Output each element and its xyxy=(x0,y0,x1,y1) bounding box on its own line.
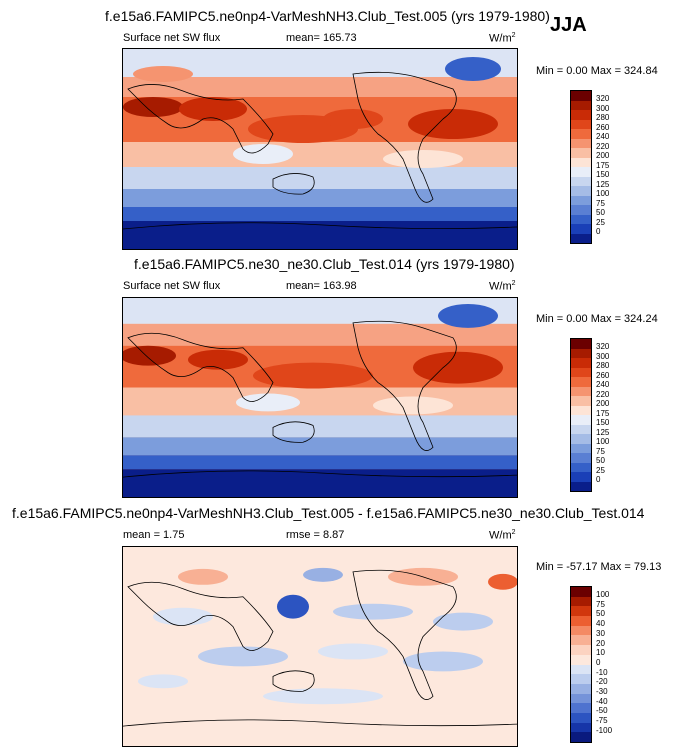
panel-3-mean-label: mean = 1.75 xyxy=(123,529,185,541)
colorbar-tick: 40 xyxy=(596,619,605,629)
panel-1-map xyxy=(122,48,518,250)
panel-3-map xyxy=(122,546,518,747)
panel-3-colorbar xyxy=(570,586,592,743)
colorbar-tick: 75 xyxy=(596,446,605,456)
colorbar-tick: -100 xyxy=(596,725,613,735)
panel-1-minmax: Min = 0.00 Max = 324.84 xyxy=(536,65,658,77)
panel-1-units: W/m2 xyxy=(489,32,516,45)
colorbar-tick: 0 xyxy=(596,475,601,484)
panel-3-rmse-label: rmse = 8.87 xyxy=(286,529,345,541)
colorbar-tick: 150 xyxy=(596,418,610,427)
colorbar-tick: 320 xyxy=(596,342,610,351)
colorbar-tick: 220 xyxy=(596,389,610,399)
panel-2-title: f.e15a6.FAMIPC5.ne30_ne30.Club_Test.014 … xyxy=(134,256,515,272)
colorbar-tick: 125 xyxy=(596,427,610,437)
panel-2-map xyxy=(122,297,518,498)
colorbar-tick: 0 xyxy=(596,227,601,236)
colorbar-tick: -30 xyxy=(596,687,608,696)
colorbar-tick: 200 xyxy=(596,399,610,408)
colorbar-tick: 125 xyxy=(596,179,610,189)
colorbar-tick: 30 xyxy=(596,628,605,638)
colorbar-tick: 50 xyxy=(596,456,605,465)
colorbar-tick: 25 xyxy=(596,465,605,475)
colorbar-tick: 10 xyxy=(596,648,605,658)
colorbar-tick: 220 xyxy=(596,141,610,151)
panel-2-units: W/m2 xyxy=(489,280,516,293)
panel-2-colorbar xyxy=(570,338,592,492)
colorbar-tick: 260 xyxy=(596,370,610,380)
panel-2-variable-label: Surface net SW flux xyxy=(123,280,221,292)
colorbar-tick: 0 xyxy=(596,657,601,667)
colorbar-tick: 175 xyxy=(596,160,610,170)
colorbar-tick: 25 xyxy=(596,217,605,227)
colorbar-tick: 175 xyxy=(596,408,610,418)
colorbar-tick: 240 xyxy=(596,132,610,141)
colorbar-tick: 150 xyxy=(596,170,610,179)
colorbar-tick: -50 xyxy=(596,706,608,716)
colorbar-tick: 260 xyxy=(596,122,610,132)
colorbar-tick: -10 xyxy=(596,667,608,677)
panel-3-minmax: Min = -57.17 Max = 79.13 xyxy=(536,561,662,573)
panel-1-colorbar xyxy=(570,90,592,244)
colorbar-tick: 300 xyxy=(596,103,610,113)
colorbar-tick: 320 xyxy=(596,94,610,103)
colorbar-tick: 240 xyxy=(596,380,610,389)
colorbar-tick: 100 xyxy=(596,590,610,599)
colorbar-tick: 50 xyxy=(596,609,605,619)
colorbar-tick: 280 xyxy=(596,113,610,122)
panel-3-title: f.e15a6.FAMIPC5.ne0np4-VarMeshNH3.Club_T… xyxy=(12,505,645,521)
colorbar-tick: 280 xyxy=(596,361,610,370)
colorbar-tick: 100 xyxy=(596,189,610,198)
colorbar-tick: 75 xyxy=(596,599,605,609)
panel-1-title: f.e15a6.FAMIPC5.ne0np4-VarMeshNH3.Club_T… xyxy=(105,8,550,24)
panel-3-map-field xyxy=(123,547,517,746)
colorbar-tick: 75 xyxy=(596,198,605,208)
panel-1-variable-label: Surface net SW flux xyxy=(123,32,221,44)
season-label: JJA xyxy=(550,14,587,36)
colorbar-tick: 300 xyxy=(596,351,610,361)
panel-3-units: W/m2 xyxy=(489,529,516,542)
colorbar-tick: 200 xyxy=(596,151,610,160)
panel-1-map-field xyxy=(123,49,517,249)
panel-2-mean-label: mean= 163.98 xyxy=(286,280,357,292)
panel-2-map-field xyxy=(123,298,517,497)
panel-1-mean-label: mean= 165.73 xyxy=(286,32,357,44)
colorbar-tick: 20 xyxy=(596,638,605,648)
panel-2-minmax: Min = 0.00 Max = 324.24 xyxy=(536,313,658,325)
colorbar-tick: 50 xyxy=(596,208,605,217)
colorbar-tick: 100 xyxy=(596,437,610,446)
colorbar-tick: -20 xyxy=(596,677,608,687)
colorbar-tick: -40 xyxy=(596,696,608,706)
colorbar-tick: -75 xyxy=(596,716,608,726)
